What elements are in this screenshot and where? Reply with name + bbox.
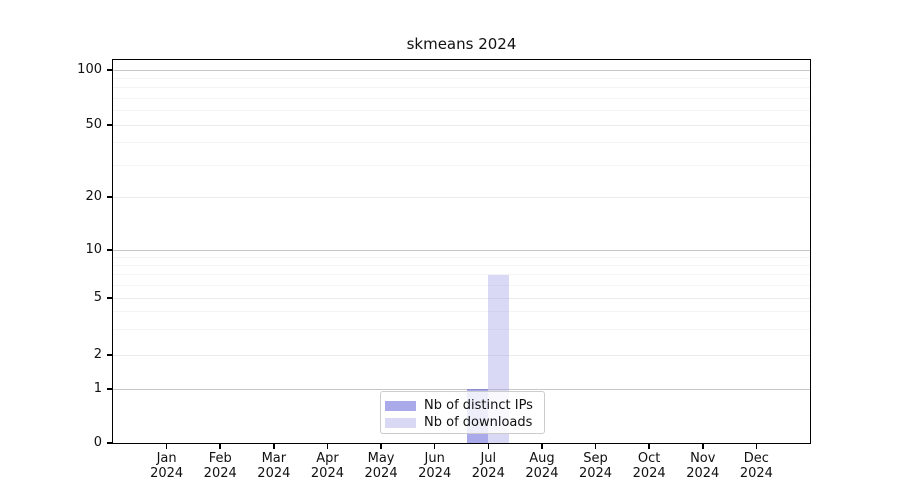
x-tick-year: 2024: [578, 466, 613, 481]
x-tick-month: Nov: [690, 451, 716, 466]
x-axis-tick: [380, 443, 382, 449]
legend-item-downloads: Nb of downloads: [385, 415, 544, 431]
x-tick-label: Sep 2024: [564, 451, 628, 481]
gridline-minor: [113, 142, 810, 144]
y-axis-tick: [107, 124, 113, 126]
x-tick-label: Jun 2024: [403, 451, 467, 481]
gridline-major: [113, 196, 810, 198]
y-tick-label: 5: [93, 290, 102, 305]
x-axis-tick: [433, 443, 436, 449]
x-tick-label: Mar 2024: [242, 451, 306, 481]
x-tick-month: Dec: [743, 451, 769, 466]
x-tick-month: Mar: [261, 451, 287, 466]
gridline-minor: [113, 264, 810, 266]
gridline-minor: [113, 284, 810, 286]
x-tick-year: 2024: [525, 466, 559, 481]
x-tick-label: Nov 2024: [671, 451, 735, 481]
x-tick-month: Oct: [637, 451, 661, 466]
x-tick-month: Jan: [156, 451, 177, 466]
y-axis-tick: [107, 249, 113, 251]
y-axis-tick: [107, 442, 113, 444]
x-tick-month: Apr: [316, 451, 339, 466]
x-axis-tick: [648, 443, 650, 449]
y-axis-tick: [107, 388, 113, 390]
y-tick-label: 0: [93, 435, 102, 450]
gridline-major: [113, 249, 810, 251]
gridline-minor: [113, 164, 810, 166]
legend-label-distinct-ips: Nb of distinct IPs: [424, 398, 533, 413]
x-tick-label: Apr 2024: [295, 451, 359, 481]
x-tick-year: 2024: [471, 466, 505, 481]
x-tick-month: Aug: [529, 451, 555, 466]
x-axis-tick: [755, 443, 758, 449]
legend-item-distinct-ips: Nb of distinct IPs: [385, 398, 544, 414]
x-tick-year: 2024: [310, 466, 344, 481]
y-tick-label: 10: [85, 242, 102, 257]
x-axis-tick: [702, 443, 704, 449]
y-tick-label: 50: [85, 117, 102, 132]
x-tick-label: Feb 2024: [188, 451, 252, 481]
gridline-minor: [113, 87, 810, 89]
gridline-major: [113, 297, 810, 299]
y-tick-label: 2: [93, 347, 102, 362]
y-axis-tick: [107, 354, 113, 356]
x-tick-year: 2024: [364, 466, 398, 481]
gridline-minor: [113, 256, 810, 258]
x-tick-label: Aug 2024: [510, 451, 574, 481]
x-tick-month: Jun: [424, 451, 445, 466]
x-tick-label: Dec 2024: [724, 451, 788, 481]
x-tick-year: 2024: [686, 466, 720, 481]
gridline-minor: [113, 77, 810, 79]
x-axis-tick: [219, 443, 221, 449]
y-axis-tick: [107, 69, 113, 71]
x-tick-label: Jan 2024: [135, 451, 199, 481]
x-axis-tick: [165, 443, 168, 449]
x-axis-tick: [273, 443, 275, 449]
x-tick-label: May 2024: [349, 451, 413, 481]
y-tick-label: 100: [77, 62, 102, 77]
gridline-minor: [113, 311, 810, 313]
x-axis-tick: [487, 443, 490, 449]
x-tick-year: 2024: [150, 466, 184, 481]
gridline-major: [113, 388, 810, 390]
y-axis-tick: [107, 196, 113, 198]
gridline-major: [113, 124, 810, 126]
x-tick-label: Jul 2024: [456, 451, 520, 481]
x-tick-year: 2024: [632, 466, 666, 481]
chart-title: skmeans 2024: [406, 35, 517, 53]
x-tick-month: Sep: [583, 451, 608, 466]
x-tick-year: 2024: [739, 466, 773, 481]
x-tick-month: Jul: [480, 451, 497, 466]
legend-swatch-downloads: [385, 418, 416, 428]
x-tick-label: Oct 2024: [617, 451, 681, 481]
legend-swatch-distinct-ips: [385, 401, 416, 411]
x-axis-tick: [541, 443, 543, 449]
x-tick-year: 2024: [203, 466, 237, 481]
y-tick-label: 20: [85, 189, 102, 204]
x-axis-tick: [594, 443, 597, 449]
gridline-minor: [113, 329, 810, 331]
x-axis-tick: [326, 443, 329, 449]
plot-border: [112, 59, 811, 444]
gridline-minor: [113, 97, 810, 99]
legend: Nb of distinct IPs Nb of downloads: [380, 391, 545, 434]
gridline-major: [113, 69, 810, 71]
x-tick-month: May: [367, 451, 395, 466]
gridline-major: [113, 354, 810, 356]
y-tick-label: 1: [93, 381, 102, 396]
gridline-minor: [113, 274, 810, 276]
gridline-minor: [113, 110, 810, 112]
x-tick-month: Feb: [208, 451, 232, 466]
x-tick-year: 2024: [418, 466, 452, 481]
legend-label-downloads: Nb of downloads: [424, 415, 533, 430]
y-axis-tick: [107, 297, 113, 299]
x-tick-year: 2024: [257, 466, 291, 481]
